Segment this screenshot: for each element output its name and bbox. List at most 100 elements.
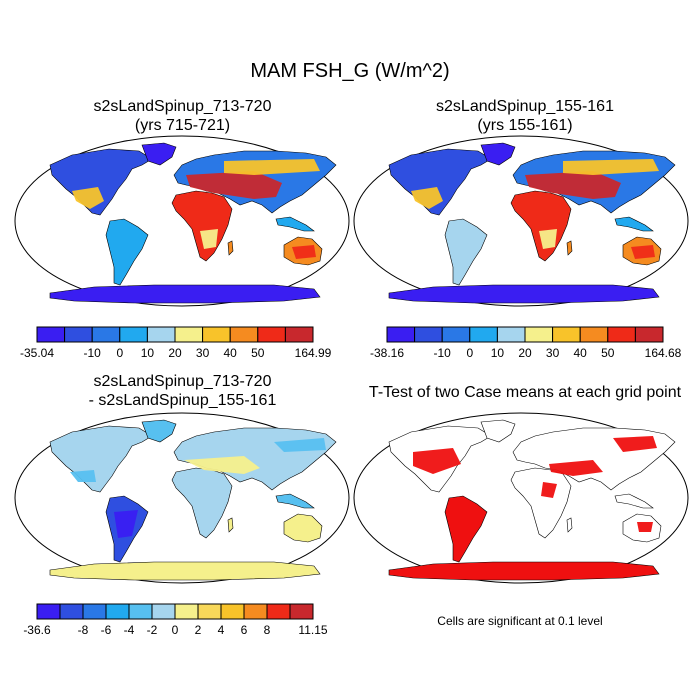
colorbar-tick-label: -8 bbox=[77, 623, 89, 637]
colorbar-tick-label: -6 bbox=[100, 623, 112, 637]
colorbar-swatch-0-9 bbox=[284, 326, 314, 343]
field-patch-1-0 bbox=[411, 187, 443, 209]
colorbar-swatch-1-4 bbox=[496, 326, 526, 343]
field-patch-0-1 bbox=[186, 171, 282, 199]
land-greenland-0 bbox=[141, 142, 177, 166]
colorbar-swatch-0-1 bbox=[64, 326, 93, 343]
colorbar-swatch-2-5 bbox=[151, 603, 176, 620]
land-africa-1 bbox=[510, 190, 572, 262]
land-greenland-2 bbox=[141, 419, 177, 443]
colorbar-tick-label: 40 bbox=[573, 346, 587, 360]
panel-2-colorbar bbox=[386, 326, 664, 343]
colorbar-tick-label: -10 bbox=[83, 346, 101, 360]
field-patch-2-3 bbox=[114, 510, 138, 538]
colorbar-swatch-1-0 bbox=[386, 326, 416, 343]
colorbar-swatch-1-1 bbox=[414, 326, 443, 343]
colorbar-swatch-1-9 bbox=[634, 326, 664, 343]
field-patch-1-1 bbox=[525, 171, 621, 199]
land-greenland-3 bbox=[480, 419, 516, 443]
colorbar-tick-label: 11.15 bbox=[298, 623, 328, 637]
colorbar-tick-label: 8 bbox=[263, 623, 271, 637]
colorbar-swatch-2-9 bbox=[243, 603, 268, 620]
field-patch-1-2 bbox=[563, 159, 659, 175]
field-patch-3-0 bbox=[413, 448, 461, 474]
colorbar-swatch-0-0 bbox=[36, 326, 66, 343]
land-antarctica-3 bbox=[388, 561, 660, 581]
field-patch-0-4 bbox=[292, 245, 316, 259]
colorbar-tick-label: 40 bbox=[223, 346, 237, 360]
colorbar-swatch-2-8 bbox=[220, 603, 245, 620]
panel-4-title-line1: T-Test of two Case means at each grid po… bbox=[368, 384, 682, 401]
field-patch-2-2 bbox=[274, 438, 326, 452]
land-madagascar-0 bbox=[227, 240, 234, 256]
colorbar-tick-label: 20 bbox=[168, 346, 182, 360]
colorbar-tick-label: 0 bbox=[466, 346, 474, 360]
colorbar-swatch-2-0 bbox=[36, 603, 61, 620]
colorbar-tick-label: 30 bbox=[545, 346, 560, 360]
land-samerica-0 bbox=[105, 218, 149, 286]
land-greenland-1 bbox=[480, 142, 516, 166]
land-namerica-2 bbox=[49, 425, 153, 493]
colorbar-tick-label: 2 bbox=[194, 623, 202, 637]
land-antarctica-2 bbox=[49, 561, 321, 581]
land-seasia-0 bbox=[275, 216, 315, 232]
colorbar-tick-label: 164.99 bbox=[294, 346, 332, 360]
panel-4-title: T-Test of two Case means at each grid po… bbox=[350, 383, 700, 402]
panel-3-title-line1: s2sLandSpinup_713-720 bbox=[93, 373, 272, 390]
field-patch-1-4 bbox=[631, 245, 655, 259]
panel-2-map bbox=[353, 135, 689, 307]
field-patch-3-2 bbox=[613, 436, 657, 452]
colorbar-swatch-0-3 bbox=[119, 326, 148, 343]
colorbar-swatch-2-2 bbox=[82, 603, 107, 620]
field-patch-0-2 bbox=[224, 159, 320, 175]
colorbar-tick-label: 50 bbox=[251, 346, 265, 360]
colorbar-tick-label: -2 bbox=[146, 623, 158, 637]
field-patch-3-1 bbox=[549, 460, 603, 476]
field-patch-2-0 bbox=[184, 456, 260, 474]
land-antarctica-0 bbox=[49, 284, 321, 304]
colorbar-swatch-0-8 bbox=[257, 326, 286, 343]
colorbar-swatch-2-4 bbox=[128, 603, 153, 620]
colorbar-swatch-0-6 bbox=[202, 326, 231, 343]
colorbar-swatch-0-4 bbox=[146, 326, 176, 343]
land-seasia-2 bbox=[275, 493, 315, 509]
panel-3-map bbox=[14, 412, 350, 584]
colorbar-swatch-1-7 bbox=[579, 326, 609, 343]
panel-1-title-line1: s2sLandSpinup_713-720 bbox=[93, 98, 272, 115]
land-africa-2 bbox=[171, 467, 233, 539]
land-seasia-3 bbox=[614, 493, 654, 509]
colorbar-tick-label: 0 bbox=[171, 623, 179, 637]
colorbar-swatch-1-5 bbox=[524, 326, 554, 343]
field-patch-3-3 bbox=[541, 482, 557, 498]
panel-3-colorbar bbox=[36, 603, 314, 620]
panel-2-title-line1: s2sLandSpinup_155-161 bbox=[436, 98, 614, 115]
colorbar-tick-label: -10 bbox=[433, 346, 451, 360]
main-title: MAM FSH_G (W/m^2) bbox=[250, 60, 450, 82]
colorbar-swatch-0-7 bbox=[229, 326, 259, 343]
colorbar-tick-label: 50 bbox=[601, 346, 615, 360]
field-patch-0-0 bbox=[72, 187, 104, 209]
panel-4-map bbox=[353, 412, 689, 584]
colorbar-tick-label: 0 bbox=[116, 346, 124, 360]
field-patch-2-1 bbox=[70, 470, 96, 482]
land-madagascar-1 bbox=[566, 240, 573, 256]
panel-2-title: s2sLandSpinup_155-161 (yrs 155-161) bbox=[350, 97, 700, 135]
land-australia-2 bbox=[283, 513, 323, 543]
colorbar-tick-label: -36.6 bbox=[23, 623, 51, 637]
land-samerica-3 bbox=[444, 495, 488, 563]
colorbar-swatch-1-3 bbox=[469, 326, 498, 343]
colorbar-tick-label: -35.04 bbox=[19, 346, 55, 360]
colorbar-swatch-2-11 bbox=[289, 603, 314, 620]
colorbar-tick-label: 30 bbox=[195, 346, 210, 360]
colorbar-tick-label: -38.16 bbox=[369, 346, 405, 360]
panel-3-title-line2: - s2sLandSpinup_155-161 bbox=[88, 392, 277, 409]
colorbar-swatch-2-6 bbox=[174, 603, 199, 620]
panel-1-title: s2sLandSpinup_713-720 (yrs 715-721) bbox=[15, 97, 350, 135]
colorbar-swatch-2-1 bbox=[59, 603, 84, 620]
colorbar-tick-label: -4 bbox=[123, 623, 135, 637]
colorbar-tick-label: 10 bbox=[140, 346, 155, 360]
colorbar-tick-label: 20 bbox=[518, 346, 532, 360]
field-patch-0-3 bbox=[200, 229, 218, 249]
field-patch-1-3 bbox=[539, 229, 557, 249]
colorbar-tick-label: 6 bbox=[240, 623, 248, 637]
